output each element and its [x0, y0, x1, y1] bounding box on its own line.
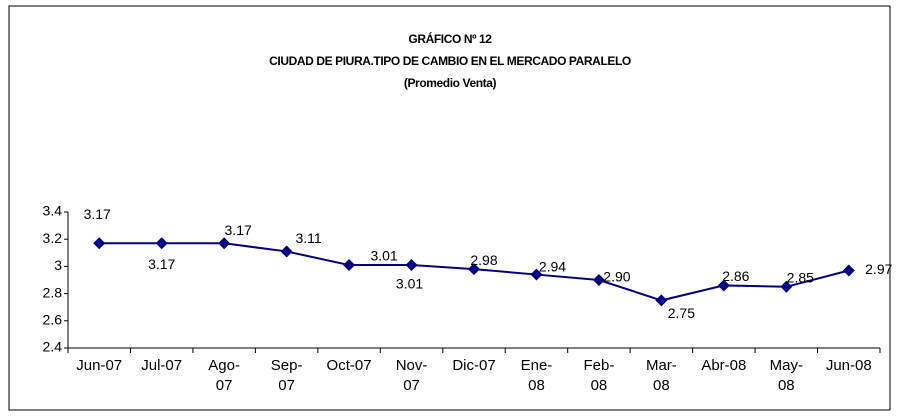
data-label: 2.98 — [470, 252, 497, 268]
data-label: 3.17 — [84, 206, 111, 222]
marker — [530, 268, 543, 281]
x-tick-label: Ago-07 — [208, 357, 240, 394]
x-tick-label: May-08 — [769, 357, 803, 394]
frame — [8, 5, 891, 411]
marker — [592, 274, 605, 286]
x-tick-label: Oct-07 — [326, 357, 372, 374]
chart-note: (Promedio Venta) — [404, 76, 497, 90]
x-tick-label: Jun-07 — [76, 357, 123, 374]
y-tick-label: 3 — [54, 257, 62, 273]
marker — [280, 245, 293, 258]
chart-title: GRÁFICO Nº 12 — [408, 31, 492, 46]
data-label: 2.97 — [865, 261, 892, 277]
marker — [155, 237, 168, 250]
data-label: 2.75 — [668, 305, 695, 321]
data-label: 2.86 — [722, 268, 749, 284]
y-tick-label: 2.6 — [43, 312, 63, 328]
marker — [717, 279, 730, 292]
marker — [468, 263, 480, 276]
chart-subtitle: CIUDAD DE PIURA.TIPO DE CAMBIO EN EL MER… — [269, 54, 631, 68]
data-label: 2.85 — [787, 270, 814, 286]
x-tick-label: Feb-08 — [583, 357, 615, 394]
marker — [218, 237, 231, 250]
data-label: 3.01 — [370, 248, 397, 264]
x-tick-label: Nov-07 — [395, 357, 428, 394]
y-tick-label: 3.4 — [43, 203, 63, 219]
data-label: 3.17 — [225, 222, 252, 238]
x-tick-label: Dic-07 — [452, 357, 496, 374]
y-tick-label: 2.8 — [43, 284, 63, 300]
x-tick-label: Jul-07 — [141, 357, 183, 374]
x-tick-label: Sep-07 — [270, 357, 303, 394]
marker — [343, 259, 356, 272]
marker — [780, 280, 793, 293]
marker — [842, 264, 855, 277]
x-tick-label: Jun-08 — [825, 357, 872, 374]
x-tick-label: Abr-08 — [701, 357, 747, 374]
marker — [93, 237, 106, 250]
data-label: 2.94 — [539, 258, 566, 274]
y-tick-label: 2.4 — [43, 339, 63, 355]
data-label: 3.01 — [396, 276, 423, 292]
data-label: 3.17 — [148, 256, 175, 272]
y-tick-label: 3.2 — [43, 230, 63, 246]
x-tick-label: Mar-08 — [645, 357, 677, 394]
marker — [655, 294, 668, 307]
data-label: 2.90 — [603, 269, 630, 285]
data-label: 3.11 — [296, 230, 322, 246]
x-tick-label: Ene-08 — [520, 357, 553, 394]
marker — [405, 259, 418, 272]
